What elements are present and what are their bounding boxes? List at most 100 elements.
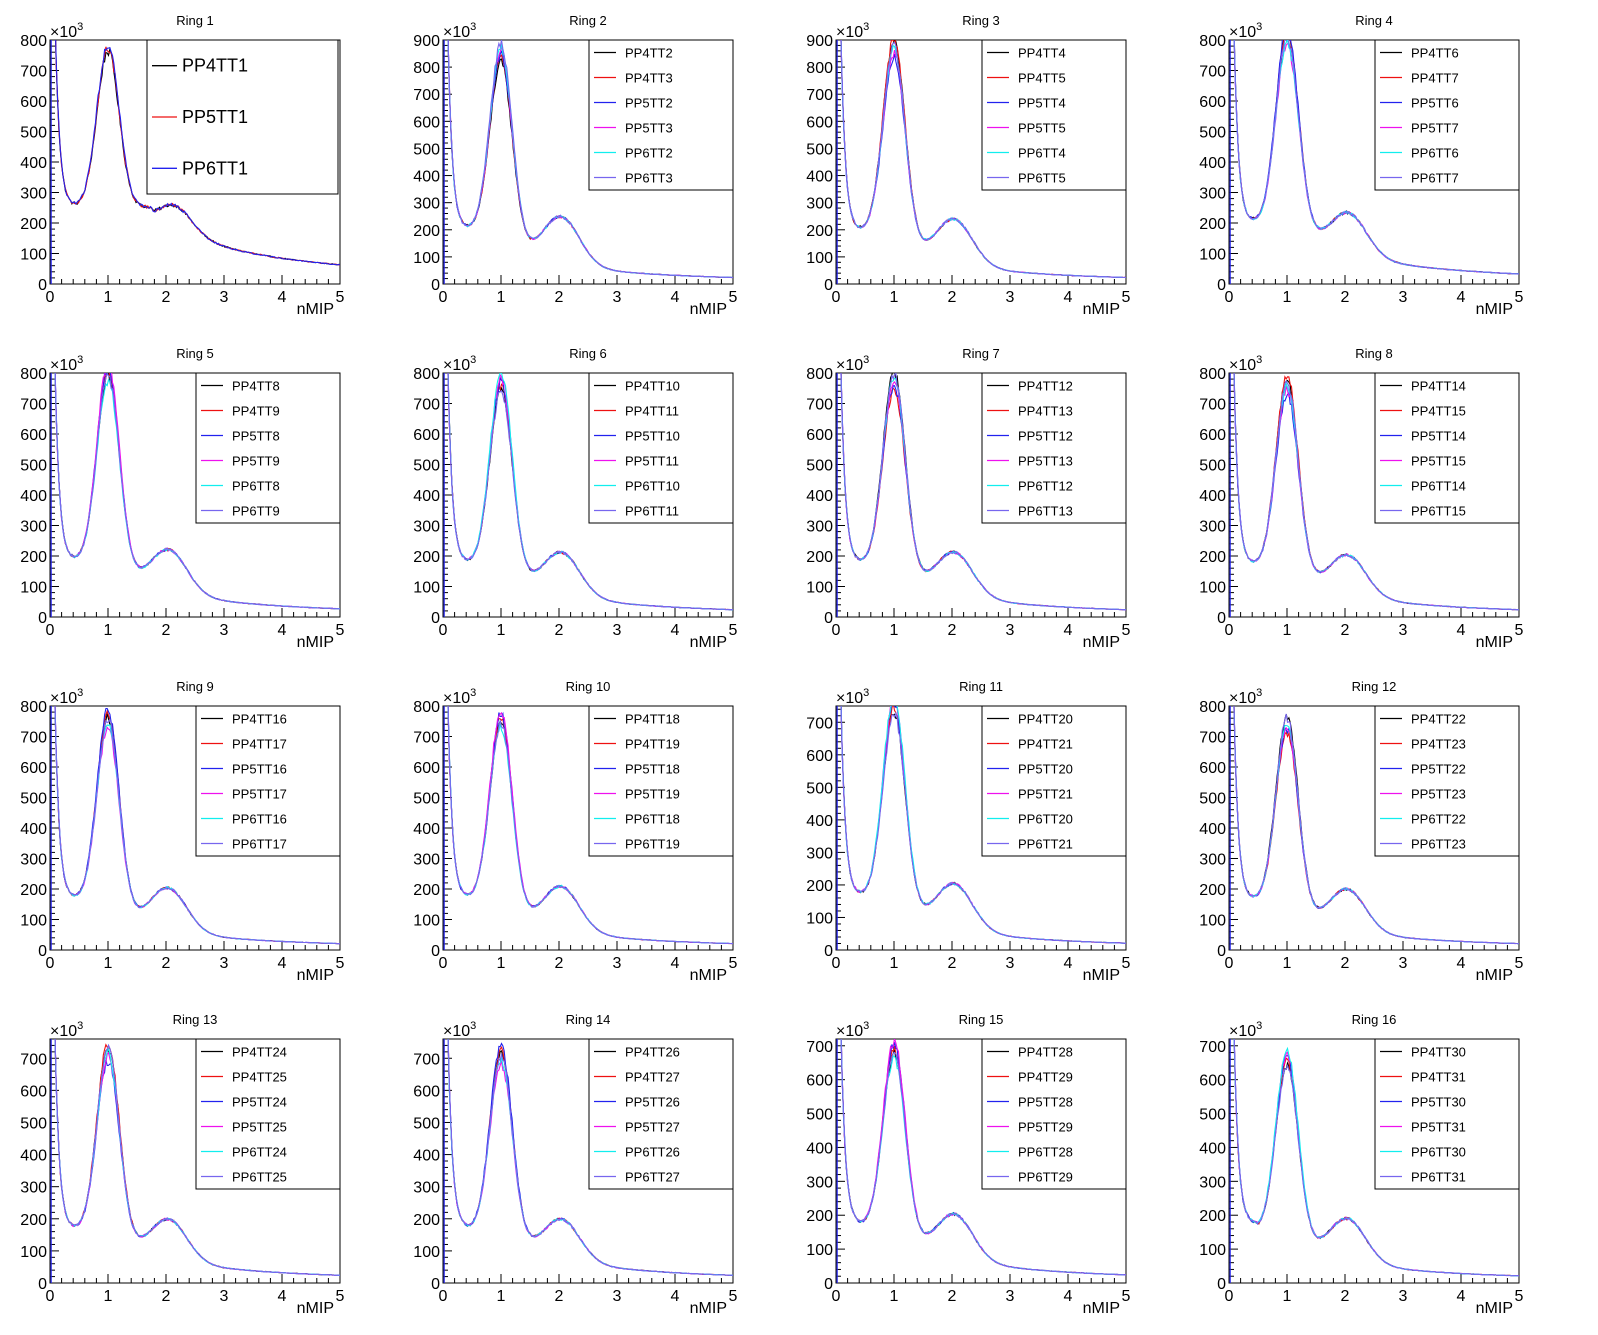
legend-label: PP6TT2: [625, 146, 673, 161]
legend-label: PP6TT14: [1411, 479, 1466, 494]
x-tick-label: 3: [1399, 622, 1408, 639]
y-exponent-label: ×103: [443, 1020, 476, 1040]
x-axis-label: nMIP: [297, 967, 334, 984]
y-tick-label: 600: [806, 114, 833, 131]
y-tick-label: 0: [431, 943, 440, 960]
x-tick-label: 5: [729, 955, 738, 972]
y-tick-label: 600: [1199, 1073, 1226, 1090]
legend-label: PP6TT23: [1411, 837, 1466, 852]
legend-label: PP5TT18: [625, 762, 680, 777]
x-tick-label: 5: [729, 289, 738, 306]
x-tick-label: 0: [1225, 622, 1234, 639]
series-line-6: [447, 373, 733, 611]
chart-svg: Ring 9 ×103 0 100 200 300 400 500 600 700 800 0 1 2 3 4…: [20, 679, 344, 984]
legend-label: PP5TT6: [1411, 96, 1459, 111]
x-tick-label: 0: [832, 289, 841, 306]
x-tick-label: 4: [278, 1288, 287, 1305]
x-tick-label: 4: [1064, 1288, 1073, 1305]
legend-label: PP5TT13: [1018, 454, 1073, 469]
y-tick-label: 700: [1199, 730, 1226, 747]
series-line-6: [840, 1039, 1126, 1276]
x-tick-label: 0: [832, 955, 841, 972]
y-tick-label: 400: [413, 169, 440, 186]
ring-panel-6: Ring 6 ×103 0 100 200 300 400 500 600 700 800 0 1 2 3 4…: [393, 333, 792, 666]
chart-title: Ring 10: [566, 679, 611, 694]
y-tick-label: 600: [20, 1083, 47, 1100]
x-tick-label: 3: [1006, 289, 1015, 306]
legend-box: [981, 705, 1127, 857]
legend-label: PP6TT12: [1018, 479, 1073, 494]
x-tick-label: 2: [555, 289, 564, 306]
series-group: [447, 40, 733, 279]
y-tick-label: 800: [1199, 699, 1226, 716]
chart-title: Ring 15: [959, 1012, 1004, 1027]
ring-panel-5: Ring 5 ×103 0 100 200 300 400 500 600 700 800 0 1 2 3 4…: [0, 333, 399, 666]
legend-box: [588, 372, 734, 524]
legend-label: PP4TT26: [625, 1045, 680, 1060]
y-tick-label: 300: [806, 845, 833, 862]
legend-label: PP5TT23: [1411, 787, 1466, 802]
y-tick-label: 800: [806, 60, 833, 77]
legend-box: [1374, 705, 1520, 857]
y-tick-label: 0: [1217, 943, 1226, 960]
x-tick-label: 5: [1515, 1288, 1524, 1305]
y-tick-label: 200: [20, 1212, 47, 1229]
ring-panel-9: Ring 9 ×103 0 100 200 300 400 500 600 700 800 0 1 2 3 4…: [0, 666, 399, 999]
legend-label: PP6TT11: [625, 504, 679, 519]
chart-title: Ring 3: [962, 13, 1000, 28]
series-line-6: [1233, 706, 1519, 945]
legend-box: [588, 39, 734, 191]
legend-label: PP4TT4: [1018, 46, 1066, 61]
legend-label: PP4TT10: [625, 379, 680, 394]
x-tick-label: 5: [1122, 622, 1131, 639]
legend-box: [588, 705, 734, 857]
y-tick-label: 400: [413, 1148, 440, 1165]
legend-label: PP5TT26: [625, 1095, 680, 1110]
series-line-6: [54, 706, 340, 945]
legend-label: PP5TT4: [1018, 96, 1066, 111]
y-tick-label: 0: [824, 277, 833, 294]
series-line-6: [447, 706, 733, 945]
series-group: [54, 373, 340, 610]
x-tick-label: 4: [1457, 622, 1466, 639]
y-tick-label: 200: [413, 223, 440, 240]
x-tick-label: 0: [46, 1288, 55, 1305]
x-tick-label: 1: [1283, 1288, 1292, 1305]
legend-box: [981, 39, 1127, 191]
ring-panel-14: Ring 14 ×103 0 100 200 300 400 500 600 700 0 1 2 3 4 5 n…: [393, 999, 792, 1332]
y-tick-label: 500: [413, 791, 440, 808]
y-exponent-label: ×103: [836, 1020, 869, 1040]
series-group: [1233, 373, 1519, 611]
legend-label: PP4TT13: [1018, 404, 1073, 419]
x-tick-label: 4: [278, 622, 287, 639]
y-tick-label: 500: [1199, 458, 1226, 475]
y-tick-label: 200: [20, 882, 47, 899]
y-tick-label: 300: [1199, 1174, 1226, 1191]
x-tick-label: 2: [1341, 622, 1350, 639]
y-tick-label: 400: [806, 1140, 833, 1157]
y-tick-label: 500: [806, 458, 833, 475]
chart-title: Ring 13: [173, 1012, 218, 1027]
legend-label: PP4TT5: [1018, 71, 1066, 86]
y-tick-label: 800: [413, 60, 440, 77]
legend-label: PP5TT2: [625, 96, 673, 111]
legend-box: [1374, 372, 1520, 524]
y-tick-label: 800: [806, 366, 833, 383]
x-tick-label: 0: [46, 955, 55, 972]
legend-label: PP4TT3: [625, 71, 673, 86]
y-exponent-label: ×103: [836, 354, 869, 374]
legend-label: PP5TT11: [625, 454, 679, 469]
x-tick-label: 0: [439, 955, 448, 972]
x-tick-label: 1: [104, 289, 113, 306]
y-tick-label: 400: [20, 1148, 47, 1165]
y-tick-label: 200: [806, 878, 833, 895]
legend-label: PP6TT30: [1411, 1145, 1466, 1160]
y-tick-label: 900: [413, 33, 440, 50]
series-group: [840, 373, 1126, 611]
legend-label: PP4TT11: [625, 404, 679, 419]
y-tick-label: 0: [824, 1276, 833, 1293]
chart-svg: Ring 13 ×103 0 100 200 300 400 500 600 700 0 1 2 3 4 5n…: [20, 1012, 344, 1317]
x-tick-label: 1: [890, 1288, 899, 1305]
series-group: [1233, 40, 1519, 275]
y-exponent-label: ×103: [50, 21, 83, 41]
